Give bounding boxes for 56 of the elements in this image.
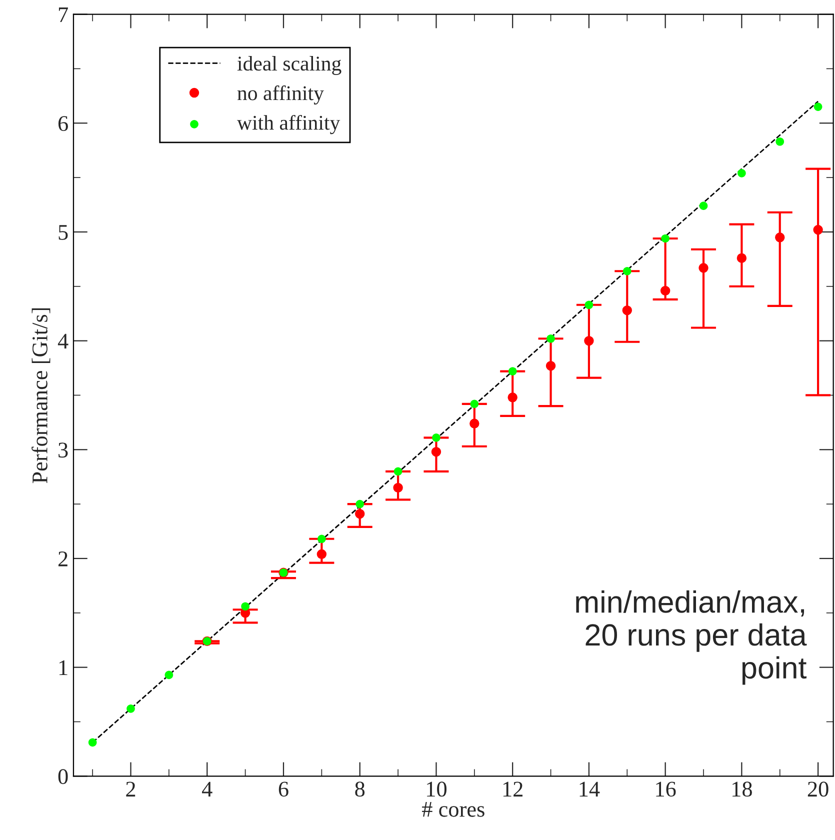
x-tick-label: 6 [278,782,288,797]
point [699,202,708,210]
y-tick-label: 7 [58,7,68,22]
point [394,467,402,476]
x-tick-label: 18 [732,782,752,797]
y-tick-label: 3 [58,442,68,458]
point [813,224,823,235]
point [546,360,556,371]
point [432,434,440,442]
point [660,286,670,296]
y-tick-label: 4 [58,334,68,349]
x-tick-label: 12 [503,782,522,796]
x-tick-label: 10 [427,782,446,797]
x-tick-label: 4 [202,782,212,796]
y-tick-label: 6 [58,116,68,132]
point [622,305,632,316]
x-tick-label: 2 [126,782,136,796]
point [164,670,174,680]
point [736,253,747,263]
point [354,508,365,519]
point [316,549,327,559]
point [508,392,518,402]
point [88,738,97,747]
point [393,482,403,493]
x-tick-label: 16 [656,782,676,797]
x-tick-label: 14 [580,782,600,796]
point [470,418,480,428]
y-tick-label: 0 [58,769,68,784]
point [775,232,785,242]
y-tick-label: 5 [58,225,68,240]
point [546,334,555,343]
point [698,263,708,273]
point [431,446,442,457]
legend-label: no affinity [237,85,324,105]
point [622,266,632,276]
point [584,336,594,346]
point [814,102,822,111]
y-axis-title: Performance [Git/s] [32,308,50,484]
x-axis-title: # cores [422,802,484,817]
point [584,300,594,310]
x-tick-label: 20 [808,782,828,797]
y-tick-label: 2 [58,551,68,566]
point [356,500,364,508]
point [241,602,250,611]
point [776,137,784,146]
point [126,704,135,713]
point [470,400,479,408]
point [738,169,746,178]
annotation: min/median/max, 20 runs per data point [576,590,807,685]
legend-label: with affinity [236,114,340,134]
legend-label: ideal scaling [237,56,342,75]
point [661,234,670,243]
y-tick-label: 1 [59,660,68,676]
x-tick-label: 8 [355,782,365,797]
point [318,534,326,544]
point [508,367,517,376]
